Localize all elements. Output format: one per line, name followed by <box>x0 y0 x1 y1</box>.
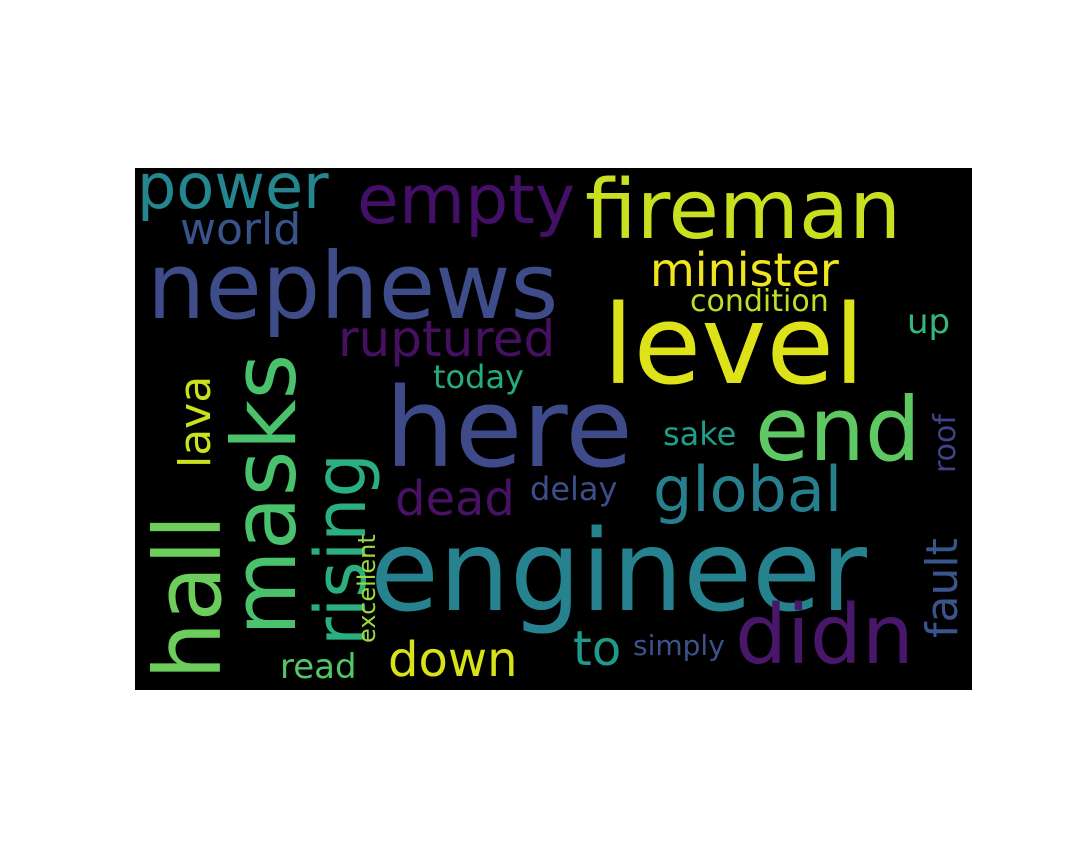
word-ruptured: ruptured <box>338 310 555 368</box>
word-engineer: engineer <box>370 507 868 637</box>
word-condition: condition <box>690 284 829 319</box>
word-level: level <box>603 281 865 409</box>
word-dead: dead <box>395 471 515 527</box>
word-empty: empty <box>357 168 575 240</box>
word-sake: sake <box>663 415 736 453</box>
word-rising: rising <box>300 453 382 646</box>
word-nephews: nephews <box>147 233 558 340</box>
word-to: to <box>573 621 621 677</box>
word-delay: delay <box>530 470 617 508</box>
word-lava: lava <box>170 376 221 468</box>
word-up: up <box>907 302 950 342</box>
word-world: world <box>180 204 301 255</box>
word-cloud: fireman nephews level engineer here end … <box>135 168 972 690</box>
word-fireman: fireman <box>585 168 901 258</box>
word-down: down <box>388 632 518 688</box>
word-end: end <box>755 378 921 481</box>
word-didn: didn <box>735 588 914 683</box>
word-here: here <box>385 364 633 492</box>
word-simply: simply <box>633 629 725 662</box>
word-power: power <box>137 168 329 223</box>
word-roof: roof <box>928 413 963 473</box>
word-minister: minister <box>650 243 839 297</box>
word-cloud-canvas: fireman nephews level engineer here end … <box>135 168 968 688</box>
word-fault: fault <box>917 538 968 638</box>
word-masks: masks <box>213 354 316 636</box>
word-read: read <box>280 647 357 687</box>
word-hall: hall <box>135 514 242 680</box>
word-excellent: excellent <box>353 534 381 643</box>
word-today: today <box>433 358 524 396</box>
word-global: global <box>653 453 842 526</box>
